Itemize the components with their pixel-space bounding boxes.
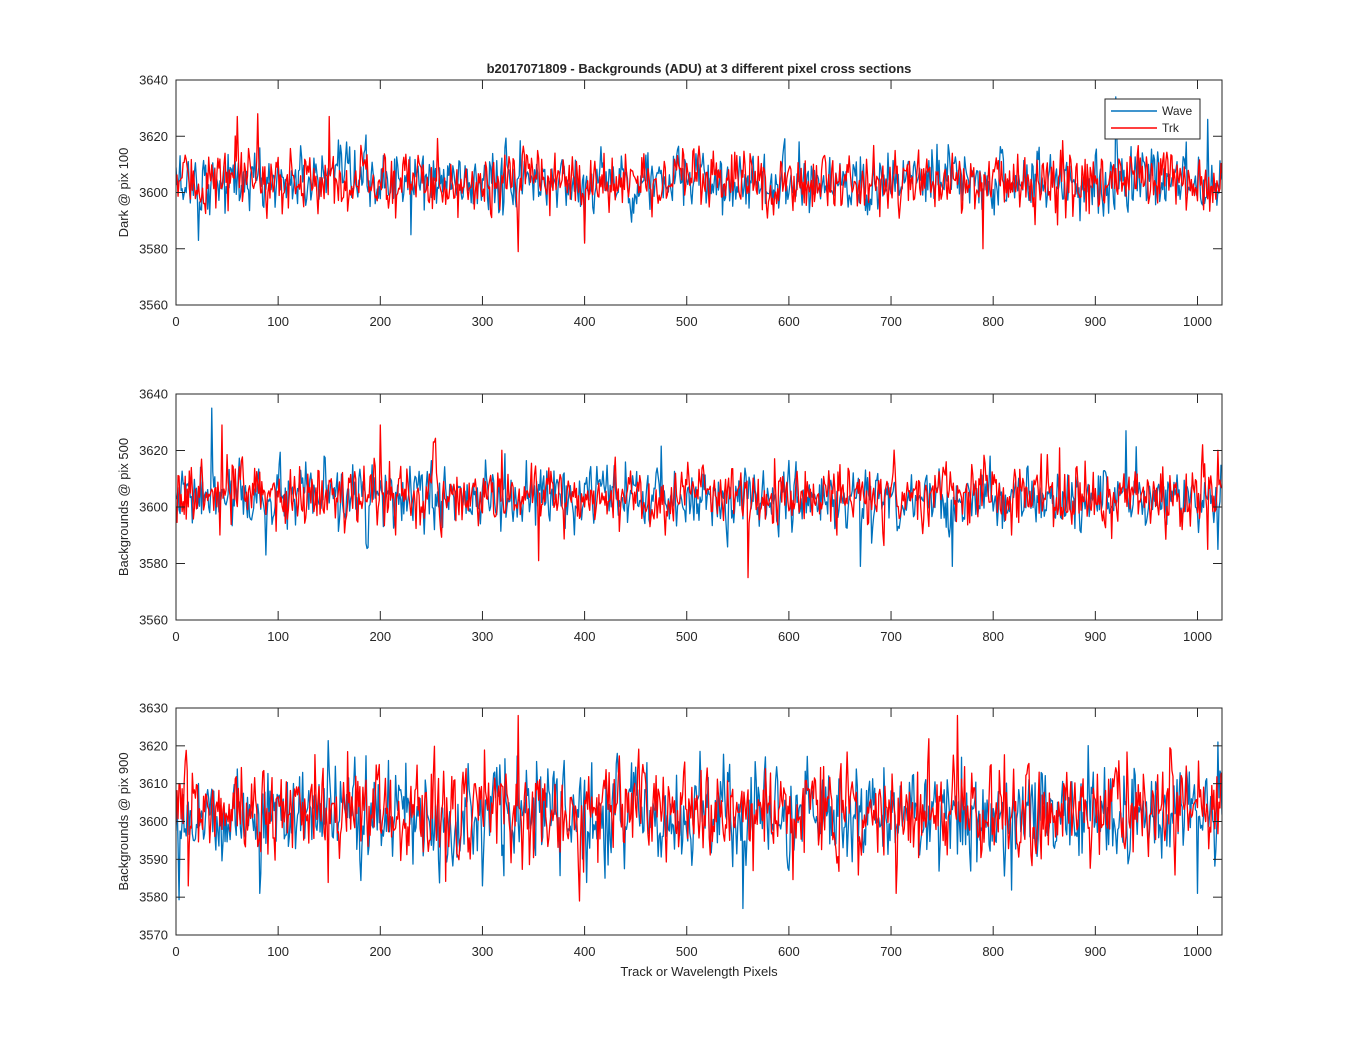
x-tick-label: 300 (472, 629, 494, 644)
y-tick-label: 3600 (139, 500, 168, 515)
subplot-2: 0 100 200 300 400 500 600 700 800 900 1000 3560 3580… (116, 387, 1223, 644)
x-tick-label: 900 (1084, 629, 1106, 644)
y-axis-label: Backgrounds @ pix 500 (116, 438, 131, 576)
y-tick-label: 3580 (139, 556, 168, 571)
legend-box (1104, 98, 1201, 140)
x-tick-label: 500 (676, 629, 698, 644)
y-tick-label: 3640 (139, 387, 168, 402)
y-tick-label: 3560 (139, 298, 168, 313)
x-tick-label: 100 (267, 944, 289, 959)
y-tick-label: 3590 (139, 852, 168, 867)
y-tick-label: 3640 (139, 73, 168, 88)
x-tick-label: 200 (369, 944, 391, 959)
y-axis-label: Dark @ pix 100 (116, 148, 131, 238)
x-tick-label: 1000 (1183, 944, 1212, 959)
x-tick-label: 600 (778, 944, 800, 959)
y-tick-label: 3600 (139, 185, 168, 200)
y-tick-label: 3570 (139, 928, 168, 943)
y-tick-label: 3620 (139, 129, 168, 144)
legend: Wave Trk (1104, 98, 1201, 140)
subplot-3: 0 100 200 300 400 500 600 700 800 900 1000 3570 3580… (116, 701, 1223, 959)
series-line-trk (176, 714, 1222, 902)
y-axis-label: Backgrounds @ pix 900 (116, 752, 131, 890)
y-tick-label: 3620 (139, 738, 168, 753)
x-tick-label: 600 (778, 629, 800, 644)
x-tick-label: 1000 (1183, 314, 1212, 329)
y-tick-label: 3620 (139, 443, 168, 458)
x-tick-label: 0 (172, 629, 179, 644)
subplot-1: 0 100 200 300 400 500 600 700 800 900 1000 3560 3580… (116, 73, 1223, 329)
x-tick-label: 0 (172, 944, 179, 959)
x-tick-label: 800 (982, 629, 1004, 644)
x-tick-label: 0 (172, 314, 179, 329)
x-tick-label: 200 (369, 314, 391, 329)
y-tick-label: 3630 (139, 701, 168, 716)
y-tick-label: 3610 (139, 776, 168, 791)
legend-label-trk: Trk (1162, 121, 1180, 135)
x-tick-label: 1000 (1183, 629, 1212, 644)
x-tick-label: 600 (778, 314, 800, 329)
x-tick-label: 400 (574, 944, 596, 959)
x-tick-label: 200 (369, 629, 391, 644)
x-tick-label: 500 (676, 944, 698, 959)
series-line-trk (176, 113, 1222, 253)
y-tick-label: 3600 (139, 814, 168, 829)
y-tick-label: 3560 (139, 613, 168, 628)
x-tick-label: 800 (982, 314, 1004, 329)
x-tick-label: 700 (880, 314, 902, 329)
x-tick-label: 300 (472, 944, 494, 959)
x-tick-label: 400 (574, 314, 596, 329)
x-tick-label: 500 (676, 314, 698, 329)
series-line-wave (176, 407, 1222, 567)
x-tick-label: 800 (982, 944, 1004, 959)
x-tick-label: 100 (267, 629, 289, 644)
subplots: 0 100 200 300 400 500 600 700 800 900 100035603580… (116, 73, 1223, 959)
y-tick-label: 3580 (139, 241, 168, 256)
x-tick-label: 400 (574, 629, 596, 644)
x-tick-label: 700 (880, 629, 902, 644)
y-tick-label: 3580 (139, 890, 168, 905)
x-axis-label: Track or Wavelength Pixels (620, 964, 778, 979)
figure-title: b2017071809 - Backgrounds (ADU) at 3 dif… (487, 61, 912, 76)
x-tick-label: 100 (267, 314, 289, 329)
x-tick-label: 700 (880, 944, 902, 959)
series-line-trk (176, 424, 1222, 579)
x-tick-label: 900 (1084, 944, 1106, 959)
x-tick-label: 900 (1084, 314, 1106, 329)
x-tick-label: 300 (472, 314, 494, 329)
legend-label-wave: Wave (1162, 104, 1193, 118)
